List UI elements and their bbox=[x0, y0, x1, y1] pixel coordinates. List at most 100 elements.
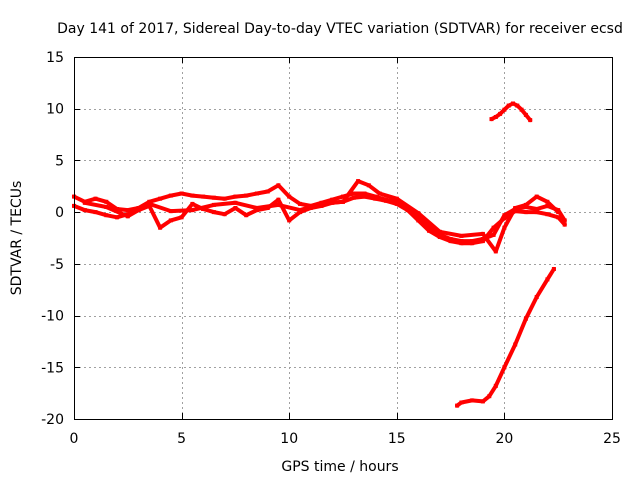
data-point bbox=[356, 179, 361, 184]
data-point bbox=[545, 203, 550, 208]
data-point bbox=[104, 199, 109, 204]
data-point bbox=[190, 193, 195, 198]
data-point bbox=[427, 228, 432, 233]
data-point bbox=[470, 239, 475, 244]
data-point bbox=[93, 210, 98, 215]
x-tick-label: 5 bbox=[177, 431, 186, 447]
data-point bbox=[168, 193, 173, 198]
x-tick-label: 10 bbox=[280, 431, 298, 447]
data-point bbox=[125, 208, 130, 213]
data-point bbox=[82, 208, 87, 213]
data-point bbox=[502, 216, 507, 221]
data-point bbox=[298, 208, 302, 213]
data-point bbox=[366, 183, 371, 188]
data-point bbox=[493, 115, 498, 119]
series-line-track-d bbox=[489, 101, 533, 123]
data-point bbox=[287, 218, 292, 223]
data-point bbox=[254, 206, 259, 210]
x-tick-label: 20 bbox=[495, 431, 513, 447]
data-point bbox=[523, 316, 528, 321]
data-point bbox=[104, 205, 109, 209]
data-point bbox=[276, 197, 281, 202]
data-point bbox=[455, 403, 460, 408]
data-point bbox=[394, 201, 399, 206]
data-point bbox=[491, 225, 496, 230]
data-point bbox=[190, 208, 195, 213]
data-point bbox=[373, 194, 378, 199]
data-point bbox=[265, 189, 270, 194]
data-point bbox=[394, 199, 399, 204]
data-point bbox=[562, 222, 567, 227]
data-point bbox=[511, 101, 515, 106]
data-point bbox=[373, 196, 378, 201]
data-point bbox=[487, 394, 492, 399]
data-point bbox=[523, 205, 528, 209]
x-axis-label: GPS time / hours bbox=[281, 459, 398, 475]
data-point bbox=[502, 365, 507, 370]
data-point bbox=[362, 191, 367, 196]
grid bbox=[74, 57, 612, 419]
data-point bbox=[519, 107, 524, 112]
data-point bbox=[168, 218, 173, 223]
y-tick-label: 15 bbox=[46, 50, 64, 66]
series-line-track-e bbox=[455, 267, 556, 408]
data-point bbox=[515, 103, 520, 108]
data-point bbox=[147, 199, 152, 204]
data-point bbox=[459, 233, 464, 238]
data-point bbox=[115, 215, 119, 220]
y-axis-label: SDTVAR / TECUs bbox=[9, 181, 25, 296]
data-point bbox=[319, 201, 324, 206]
data-point bbox=[459, 241, 464, 246]
data-point bbox=[437, 229, 442, 234]
data-point bbox=[513, 342, 518, 347]
data-point bbox=[491, 232, 496, 237]
data-point bbox=[534, 210, 539, 215]
data-point bbox=[276, 183, 281, 188]
data-point bbox=[233, 206, 238, 210]
data-point bbox=[498, 111, 503, 116]
data-point bbox=[341, 199, 345, 204]
data-point bbox=[276, 202, 281, 207]
data-point bbox=[244, 193, 249, 198]
data-point bbox=[287, 194, 292, 199]
data-point bbox=[211, 195, 216, 200]
data-point bbox=[534, 194, 539, 199]
data-point bbox=[448, 239, 453, 244]
series-layer bbox=[72, 101, 567, 408]
data-point bbox=[502, 107, 507, 112]
data-point bbox=[351, 191, 356, 196]
data-point bbox=[551, 267, 556, 271]
data-point bbox=[459, 400, 464, 405]
data-point bbox=[545, 199, 550, 204]
data-point bbox=[82, 200, 87, 205]
chart-title: Day 141 of 2017, Sidereal Day-to-day VTE… bbox=[57, 21, 623, 37]
data-point bbox=[506, 103, 511, 108]
data-point bbox=[470, 398, 475, 403]
y-tick-label: -20 bbox=[41, 412, 64, 428]
data-point bbox=[254, 208, 259, 213]
data-point bbox=[523, 202, 528, 207]
y-tick-label: -15 bbox=[41, 360, 64, 376]
y-tick-label: -10 bbox=[41, 309, 64, 325]
data-point bbox=[528, 118, 533, 123]
data-point bbox=[405, 208, 410, 213]
data-point bbox=[489, 117, 494, 122]
data-point bbox=[341, 194, 345, 199]
data-point bbox=[201, 194, 206, 199]
data-point bbox=[158, 196, 163, 201]
data-point bbox=[104, 213, 109, 218]
plot-frame bbox=[74, 57, 613, 420]
data-point bbox=[233, 194, 238, 199]
data-point bbox=[480, 231, 485, 236]
data-point bbox=[545, 212, 550, 217]
data-point bbox=[125, 214, 130, 219]
data-point bbox=[330, 197, 335, 202]
data-point bbox=[493, 249, 498, 254]
data-point bbox=[502, 225, 507, 230]
data-point bbox=[244, 213, 249, 218]
y-tick-label: 0 bbox=[55, 205, 64, 221]
data-point bbox=[298, 201, 302, 206]
tick-labels: 0 5 10 15 20 25 -20 -15 -10 -5 0 5 10 15 bbox=[41, 50, 621, 447]
data-point bbox=[562, 218, 567, 223]
